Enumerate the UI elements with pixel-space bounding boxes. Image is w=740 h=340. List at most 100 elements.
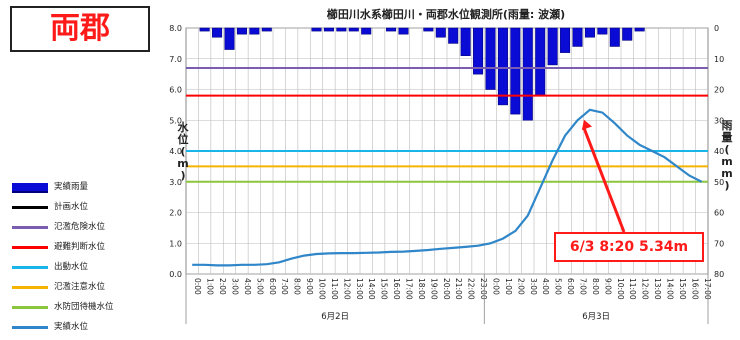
x-tick-label: 16:00	[392, 278, 401, 300]
x-tick-label: 0:00	[193, 278, 202, 295]
water-level-series	[192, 108, 703, 267]
x-tick-label: 8:00	[591, 278, 600, 295]
x-tick-label: 4:00	[243, 278, 252, 295]
rainfall-bar	[423, 27, 434, 32]
legend-swatch-ref-2	[12, 246, 48, 249]
rainfall-bar	[398, 27, 409, 35]
rainfall-bar	[249, 27, 260, 35]
x-tick-label: 2:00	[516, 278, 525, 295]
rainfall-bar	[522, 27, 533, 121]
x-tick-label: 8:00	[293, 278, 302, 295]
y-axis-left-label: 水位(m)	[177, 121, 189, 182]
x-tick-label: 17:00	[405, 278, 414, 300]
legend-label-ref-2: 避難判断水位	[54, 242, 106, 252]
legend-label-ref-5: 水防団待機水位	[54, 302, 114, 312]
rainfall-bar	[336, 27, 347, 32]
legend-label-rainfall: 実績雨量	[54, 182, 89, 192]
x-tick-label: 23:00	[479, 278, 488, 300]
legend-swatch-water-level	[12, 326, 48, 329]
rainfall-bar	[497, 27, 508, 106]
x-tick-label: 1:00	[206, 278, 215, 295]
y-left-tick-label: 1.0	[169, 239, 182, 248]
reference-lines	[186, 66, 708, 183]
y-left-tick-label: 4.0	[169, 147, 182, 156]
rainfall-bar	[311, 27, 322, 32]
rainfall-bar	[634, 27, 645, 32]
rainfall-bar	[485, 27, 496, 90]
annotation-arrow	[581, 119, 626, 233]
y-left-tick-label: 3.0	[169, 178, 182, 187]
legend-label-ref-0: 計画水位	[54, 202, 89, 212]
y-right-tick-label: 50	[714, 178, 724, 187]
x-tick-label: 3:00	[529, 278, 538, 295]
y-axis-right-label: 雨量(m m)	[721, 119, 733, 192]
axes: 0.0 1.0 2.0 3.0 4.0 5.0 6.0 7.0 8.0 0 10 20 30 40 50 60…	[169, 24, 724, 324]
x-tick-label: 14:00	[367, 278, 376, 300]
rainfall-bar	[460, 27, 471, 56]
rainfall-bar	[386, 27, 397, 32]
rainfall-bar	[597, 27, 608, 35]
x-tick-label: 11:00	[330, 278, 339, 300]
station-label: 両郡	[10, 6, 150, 52]
x-tick-label: 18:00	[417, 278, 426, 300]
x-tick-label: 10:00	[616, 278, 625, 300]
x-tick-label: 9:00	[305, 278, 314, 295]
rainfall-bar	[510, 27, 521, 115]
annotation-arrow-head	[581, 119, 593, 131]
x-tick-label: 7:00	[579, 278, 588, 295]
y-right-tick-label: 20	[714, 86, 724, 95]
rainfall-bar	[323, 27, 334, 32]
rainfall-bar	[435, 27, 446, 38]
rainfall-bar	[361, 27, 372, 35]
x-tick-label: 10:00	[318, 278, 327, 300]
legend-swatch-ref-0	[12, 206, 48, 209]
x-tick-label: 22:00	[467, 278, 476, 300]
rainfall-bars	[199, 27, 645, 121]
x-tick-label: 6:00	[566, 278, 575, 295]
x-tick-label: 19:00	[429, 278, 438, 300]
rainfall-bar	[584, 27, 595, 38]
x-tick-label: 3:00	[231, 278, 240, 295]
chart-title: 櫛田川水系櫛田川・両郡水位観測所(雨量: 波瀬)	[326, 8, 566, 21]
rainfall-bar	[224, 27, 235, 50]
x-tick-label: 14:00	[666, 278, 675, 300]
x-tick-label: 21:00	[454, 278, 463, 300]
annotation-arrow-shaft	[582, 127, 626, 233]
x-tick-label: 15:00	[678, 278, 687, 300]
x-tick-label: 0:00	[492, 278, 501, 295]
y-left-tick-label: 0.0	[169, 270, 182, 279]
y-left-tick-label: 2.0	[169, 209, 182, 218]
rainfall-bar	[236, 27, 247, 35]
legend-swatch-rainfall	[12, 183, 48, 193]
y-left-tick-label: 6.0	[169, 86, 182, 95]
y-right-tick-label: 40	[714, 147, 724, 156]
rainfall-bar	[473, 27, 484, 75]
x-tick-label: 4:00	[541, 278, 550, 295]
rainfall-bar	[547, 27, 558, 66]
rainfall-bar	[622, 27, 633, 41]
y-right-tick-label: 30	[714, 116, 724, 125]
date-label-2: 6月3日	[582, 312, 610, 322]
x-tick-label: 12:00	[641, 278, 650, 300]
x-tick-label: 15:00	[380, 278, 389, 300]
legend-swatch-ref-3	[12, 266, 48, 269]
y-right-tick-label: 10	[714, 55, 724, 64]
legend-swatch-ref-4	[12, 286, 48, 289]
rainfall-bar	[535, 27, 546, 96]
legend-swatch-ref-1	[12, 226, 48, 229]
x-tick-label: 2:00	[218, 278, 227, 295]
rainfall-bar	[261, 27, 272, 32]
y-right-tick-label: 0	[714, 24, 719, 33]
x-tick-label: 12:00	[342, 278, 351, 300]
water-level-line	[192, 108, 703, 267]
legend-label-ref-3: 出動水位	[54, 262, 89, 272]
x-tick-label: 17:00	[703, 278, 712, 300]
rainfall-bar	[448, 27, 459, 44]
peak-annotation: 6/3 8:20 5.34m	[554, 232, 704, 262]
x-tick-label: 5:00	[255, 278, 264, 295]
y-right-tick-label: 80	[714, 270, 724, 279]
legend-label-ref-1: 氾濫危険水位	[54, 222, 106, 232]
x-tick-label: 13:00	[653, 278, 662, 300]
x-tick-label: 7:00	[280, 278, 289, 295]
